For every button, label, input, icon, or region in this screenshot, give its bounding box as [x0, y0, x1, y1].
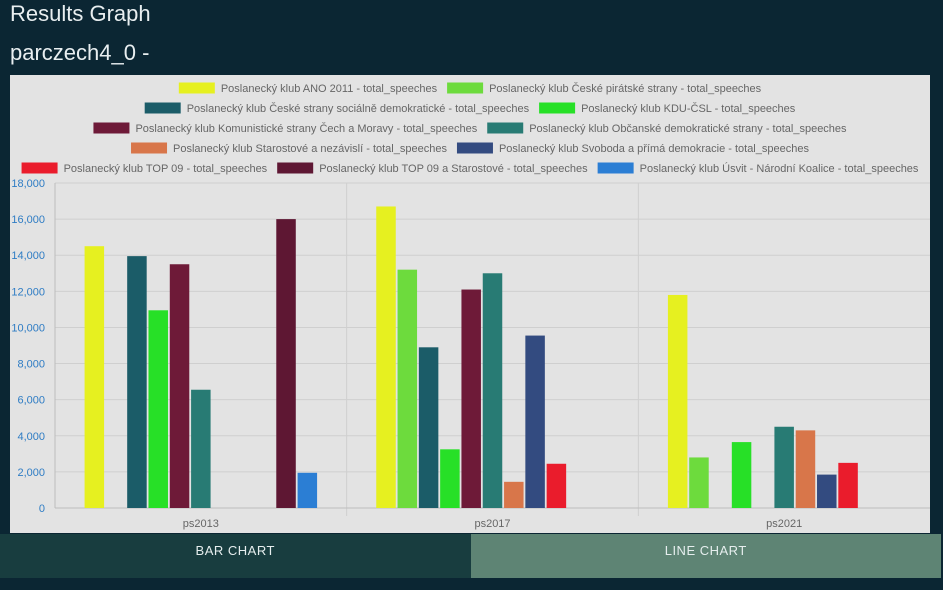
legend-swatch[interactable]: [93, 122, 130, 134]
bar[interactable]: [148, 310, 168, 508]
legend-label[interactable]: Poslanecký klub Starostové a nezávislí -…: [173, 143, 447, 155]
bar[interactable]: [546, 463, 567, 508]
legend-swatch[interactable]: [539, 102, 576, 114]
bar[interactable]: [504, 481, 524, 508]
legend-label[interactable]: Poslanecký klub Svoboda a přímá demokrac…: [499, 143, 810, 155]
legend-label[interactable]: Poslanecký klub TOP 09 a Starostové - to…: [319, 163, 588, 175]
y-tick-label: 10,000: [11, 322, 45, 334]
legend-label[interactable]: Poslanecký klub Občanské demokratické st…: [529, 123, 847, 135]
legend-swatch[interactable]: [487, 122, 524, 134]
bar[interactable]: [418, 347, 439, 508]
bar[interactable]: [276, 219, 296, 508]
legend-label[interactable]: Poslanecký klub Úsvit - Národní Koalice …: [640, 162, 919, 175]
legend-label[interactable]: Poslanecký klub TOP 09 - total_speeches: [64, 163, 268, 175]
bar[interactable]: [84, 246, 105, 508]
tab-bar-chart[interactable]: BAR CHART: [0, 534, 471, 578]
y-tick-label: 4,000: [17, 431, 45, 443]
bar[interactable]: [689, 457, 709, 508]
chart-panel: Poslanecký klub ANO 2011 - total_speeche…: [10, 75, 930, 533]
chart-type-tabs: BAR CHART LINE CHART: [0, 534, 941, 578]
bar[interactable]: [838, 462, 858, 508]
legend-swatch[interactable]: [178, 82, 215, 94]
bar[interactable]: [731, 442, 752, 508]
legend-label[interactable]: Poslanecký klub České pirátské strany - …: [489, 82, 762, 95]
legend-swatch[interactable]: [277, 162, 314, 174]
page-subtitle: parczech4_0 -: [10, 40, 150, 65]
legend-swatch[interactable]: [131, 142, 168, 154]
bar[interactable]: [795, 430, 816, 508]
y-tick-label: 8,000: [17, 359, 45, 371]
legend-swatch[interactable]: [144, 102, 181, 114]
y-tick-label: 14,000: [11, 250, 45, 262]
bar[interactable]: [817, 474, 837, 508]
bar[interactable]: [774, 426, 794, 508]
y-tick-label: 12,000: [11, 286, 45, 298]
bar[interactable]: [440, 449, 460, 508]
y-tick-label: 0: [39, 503, 45, 515]
tab-line-chart[interactable]: LINE CHART: [470, 534, 941, 578]
bar[interactable]: [461, 289, 481, 508]
bar[interactable]: [127, 256, 147, 508]
bar[interactable]: [297, 472, 318, 508]
bar[interactable]: [397, 269, 418, 508]
legend-label[interactable]: Poslanecký klub KDU-ČSL - total_speeches: [581, 102, 796, 115]
y-tick-label: 18,000: [11, 178, 45, 190]
bar-chart: Poslanecký klub ANO 2011 - total_speeche…: [11, 82, 930, 530]
y-tick-label: 6,000: [17, 395, 45, 407]
legend-label[interactable]: Poslanecký klub ANO 2011 - total_speeche…: [221, 83, 438, 95]
y-tick-label: 16,000: [11, 214, 45, 226]
bar[interactable]: [667, 294, 688, 508]
legend-swatch[interactable]: [597, 162, 634, 174]
bar[interactable]: [376, 206, 396, 508]
bar[interactable]: [525, 335, 545, 508]
legend-swatch[interactable]: [456, 142, 493, 154]
legend-swatch[interactable]: [447, 82, 484, 94]
bar[interactable]: [482, 273, 503, 508]
page-title: Results Graph: [10, 1, 151, 26]
legend-swatch[interactable]: [21, 162, 58, 174]
x-tick-label: ps2013: [183, 518, 219, 530]
bar[interactable]: [169, 264, 190, 508]
legend-label[interactable]: Poslanecký klub Komunistické strany Čech…: [135, 122, 477, 135]
x-tick-label: ps2021: [766, 518, 802, 530]
legend-label[interactable]: Poslanecký klub České strany sociálně de…: [187, 102, 530, 115]
bar[interactable]: [191, 389, 211, 508]
y-tick-label: 2,000: [17, 467, 45, 479]
x-tick-label: ps2017: [474, 518, 510, 530]
